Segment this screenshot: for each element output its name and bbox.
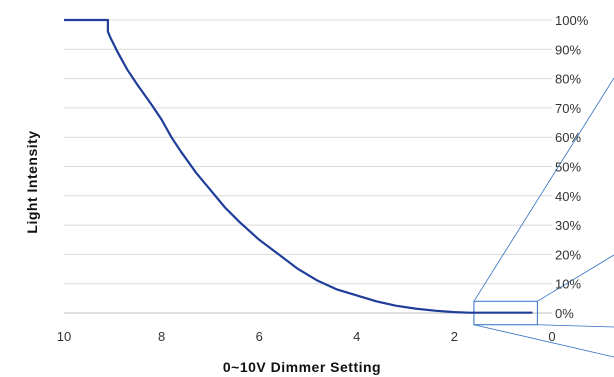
zoom-ray — [537, 324, 614, 328]
zoom-callout — [473, 77, 614, 358]
y-tick-label: 10% — [555, 277, 581, 292]
y-tick-label: 60% — [555, 130, 581, 145]
x-tick-label: 2 — [451, 329, 458, 344]
y-axis-title: Light Intensity — [24, 130, 40, 233]
chart-gridlines — [64, 19, 552, 314]
y-tick-label: 70% — [555, 101, 581, 116]
y-tick-label: 50% — [555, 160, 581, 175]
y-tick-label: 30% — [555, 218, 581, 233]
x-tick-label: 8 — [158, 329, 165, 344]
x-axis-tick-labels: 10 8 6 4 2 0 — [57, 329, 556, 344]
y-tick-label: 100% — [555, 13, 589, 28]
x-tick-label: 4 — [353, 329, 360, 344]
chart-series — [64, 18, 533, 314]
x-axis-title: 0~10V Dimmer Setting — [223, 359, 381, 375]
y-tick-label: 90% — [555, 42, 581, 57]
x-tick-label: 10 — [57, 329, 71, 344]
y-axis-tick-labels: 0% 10% 20% 30% 40% 50% 60% 70% 80% 90% 100% — [555, 13, 589, 321]
y-tick-label: 80% — [555, 72, 581, 87]
zoom-ray — [473, 77, 614, 302]
series-line — [64, 18, 533, 314]
zoom-ray — [537, 254, 614, 302]
zoom-ray — [473, 324, 614, 358]
y-tick-label: 0% — [555, 306, 574, 321]
y-tick-label: 20% — [555, 247, 581, 262]
x-tick-label: 0 — [548, 329, 555, 344]
x-tick-label: 6 — [256, 329, 263, 344]
y-tick-label: 40% — [555, 189, 581, 204]
